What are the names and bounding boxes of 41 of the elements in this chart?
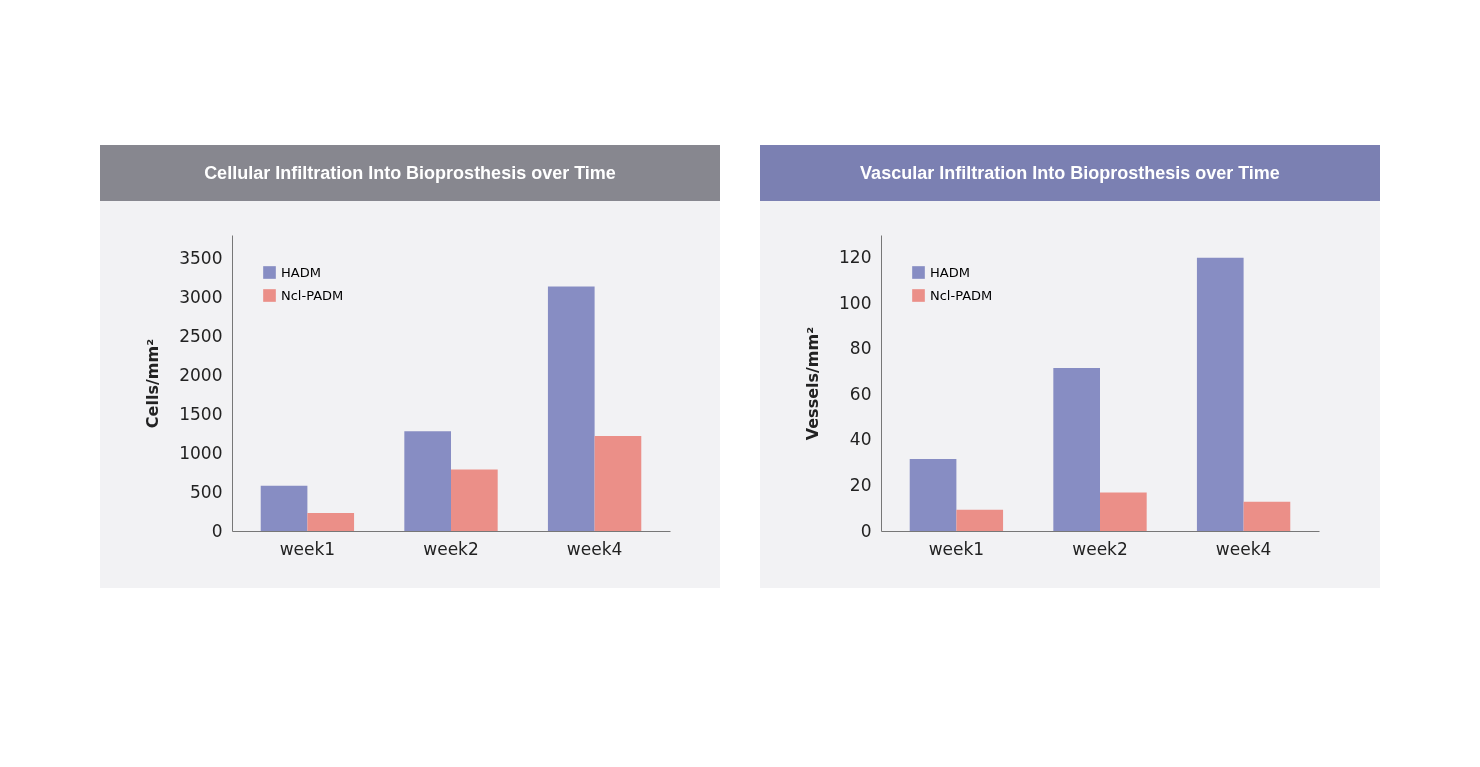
bar (909, 459, 957, 531)
y-tick-label: 40 (849, 429, 872, 450)
chart-title: Cellular Infiltration Into Bioprosthesis over Time (100, 145, 720, 201)
x-tick-label: week1 (928, 538, 985, 559)
bar (1196, 257, 1244, 531)
legend-label: HADM (281, 264, 321, 280)
y-axis-title: Cells/mm² (143, 338, 163, 429)
y-tick-label: 120 (839, 247, 872, 268)
bar (1243, 501, 1291, 531)
chart-title: Vascular Infiltration Into Bioprosthesis over Time (760, 145, 1380, 201)
legend-label: Ncl-PADM (281, 287, 344, 303)
y-tick-label: 3500 (179, 247, 223, 268)
bar (594, 435, 642, 531)
y-tick-label: 1500 (179, 403, 223, 424)
y-tick-label: 0 (211, 520, 223, 541)
y-tick-label: 60 (849, 383, 872, 404)
y-tick-label: 80 (849, 338, 872, 359)
bar (307, 513, 355, 531)
y-tick-label: 100 (839, 292, 872, 313)
bar (404, 431, 451, 531)
bar (1100, 492, 1147, 531)
legend-label: Ncl-PADM (930, 287, 993, 303)
x-tick-label: week4 (1215, 538, 1272, 559)
y-tick-label: 2000 (179, 364, 223, 385)
y-tick-label: 1000 (179, 442, 223, 463)
x-tick-label: week4 (566, 538, 623, 559)
y-tick-label: 2500 (179, 325, 223, 346)
legend-label: HADM (930, 264, 970, 280)
x-tick-label: week1 (279, 538, 336, 559)
y-tick-label: 0 (860, 520, 872, 541)
bar (547, 286, 595, 531)
bar (260, 485, 308, 531)
bar (1053, 367, 1100, 531)
y-tick-label: 3000 (179, 286, 223, 307)
y-tick-label: 500 (190, 481, 223, 502)
y-axis-title: Vessels/mm² (803, 326, 823, 441)
x-tick-label: week2 (1072, 538, 1128, 559)
y-tick-label: 20 (849, 474, 872, 495)
bar (956, 509, 1004, 531)
bar (451, 469, 498, 531)
x-tick-label: week2 (423, 538, 479, 559)
